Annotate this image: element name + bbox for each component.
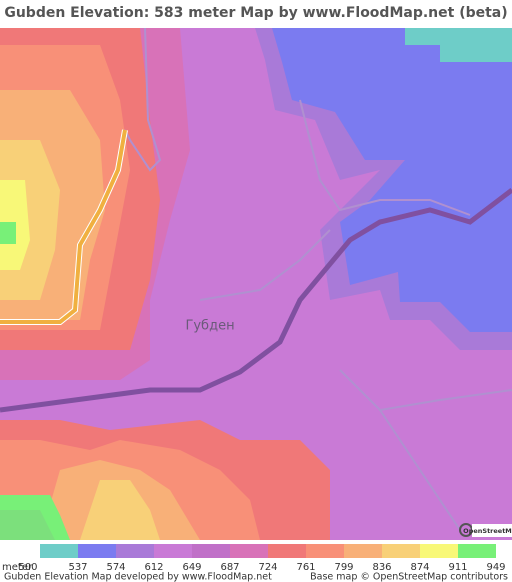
legend-value: 836 [372,562,391,573]
title: Gubden Elevation: 583 meter Map by www.F… [4,5,507,21]
legend-swatch [268,544,306,558]
legend-value: 500 [18,562,37,573]
legend-value: 911 [448,562,467,573]
legend-swatch [382,544,420,558]
legend-value: 574 [106,562,125,573]
legend-value: 799 [334,562,353,573]
legend-value: 949 [486,562,505,573]
osm-logo-text: OpenStreetMap [463,527,512,535]
legend-value: 537 [68,562,87,573]
legend-swatch [78,544,116,558]
legend-swatch [420,544,458,558]
legend: meter 500 537 574 612 649 687 724 761 799 836 874 9… [2,544,506,573]
legend-swatch [458,544,496,558]
legend-value: 874 [410,562,429,573]
map: Губден OpenStreetMap [0,27,512,540]
legend-value: 649 [182,562,201,573]
legend-value: 761 [296,562,315,573]
legend-swatch [40,544,78,558]
legend-value: 687 [220,562,239,573]
legend-swatch [192,544,230,558]
place-label: Губден [185,319,234,334]
legend-swatch [344,544,382,558]
legend-unit: meter [2,562,33,573]
legend-swatch [116,544,154,558]
osm-logo-bg [472,524,512,537]
footer-basemap: Base map © OpenStreetMap contributors [310,572,508,582]
legend-swatch [306,544,344,558]
legend-value: 612 [144,562,163,573]
legend-swatch [230,544,268,558]
legend-swatch [154,544,192,558]
footer-credit: Gubden Elevation Map developed by www.Fl… [4,572,272,582]
legend-value: 724 [258,562,277,573]
